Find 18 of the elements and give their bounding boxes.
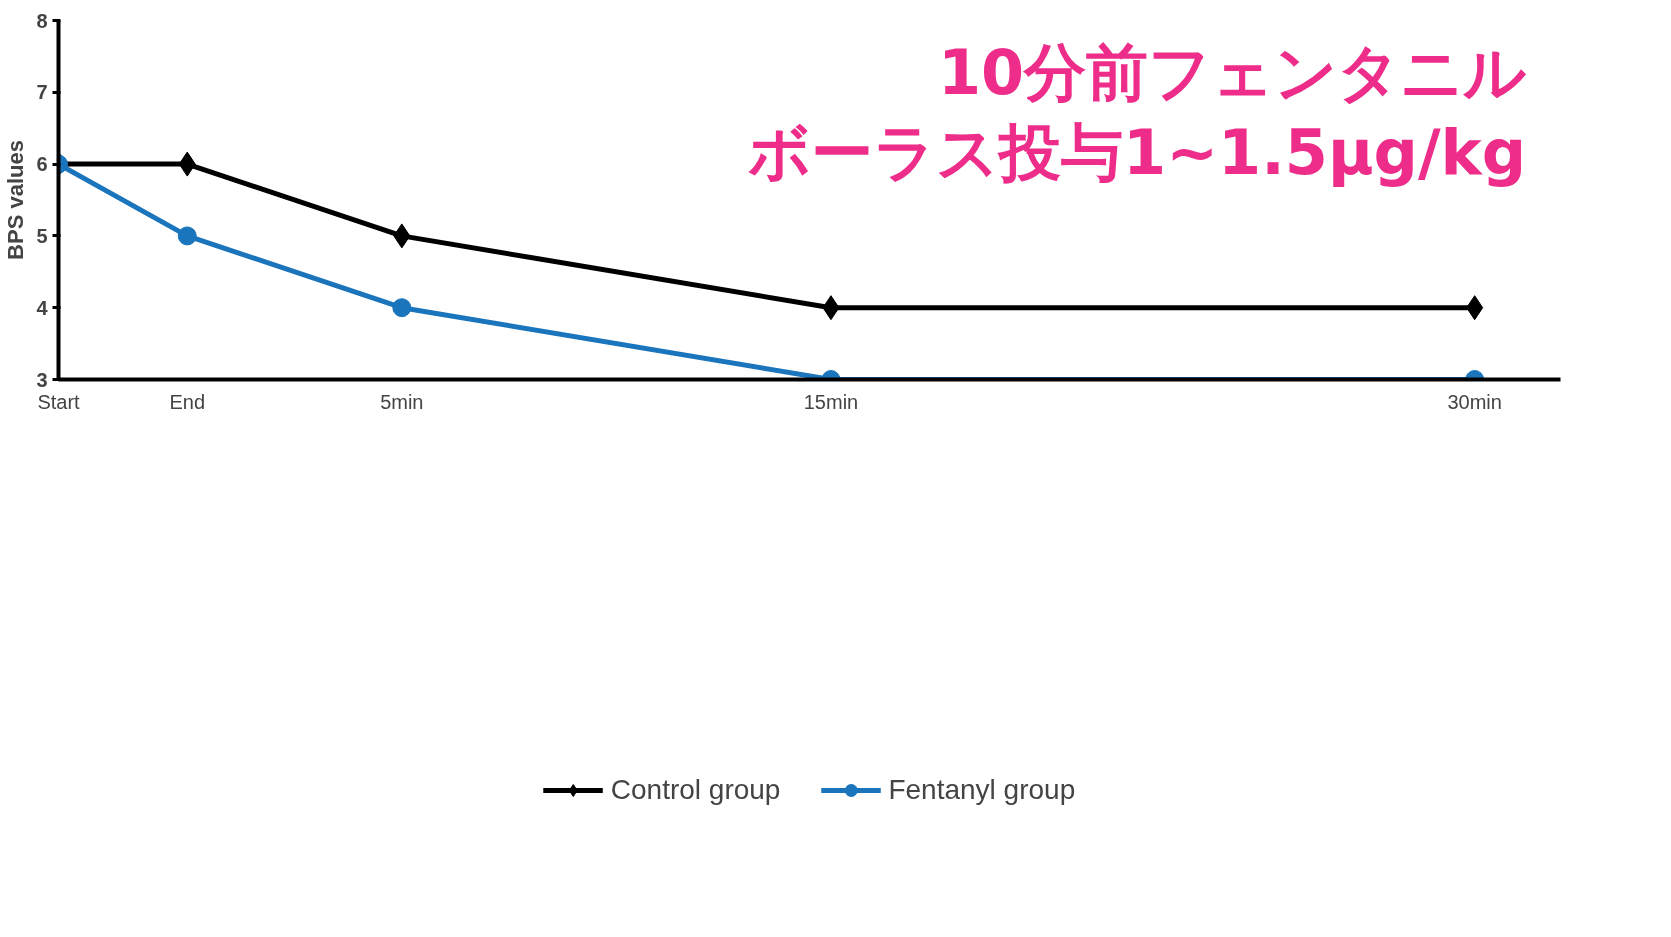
y-tick-label: 4 [36,296,49,319]
legend-label: Control group [610,773,781,806]
point [392,298,412,318]
y-tick-label: 6 [36,153,48,176]
text: ボーラス投与1~1.5μg/kg [747,115,1527,189]
x-tick-label: 15min [803,390,859,413]
x-tick-label: 5min [380,390,424,413]
point [177,226,197,246]
chart-title: 10分前フェンタニル [937,35,1528,109]
x-tick-label: End [169,390,206,413]
x-tick-label: Start [37,390,81,413]
y-tick-label: 5 [36,224,48,247]
y-tick-label: 8 [36,9,48,32]
y-axis-title: BPS values [3,140,29,260]
x-tick-label: 30min [1447,390,1502,413]
y-tick-label: 7 [36,81,48,104]
y-tick-label: 3 [36,368,48,391]
legend-label: Fentanyl group [888,773,1076,806]
